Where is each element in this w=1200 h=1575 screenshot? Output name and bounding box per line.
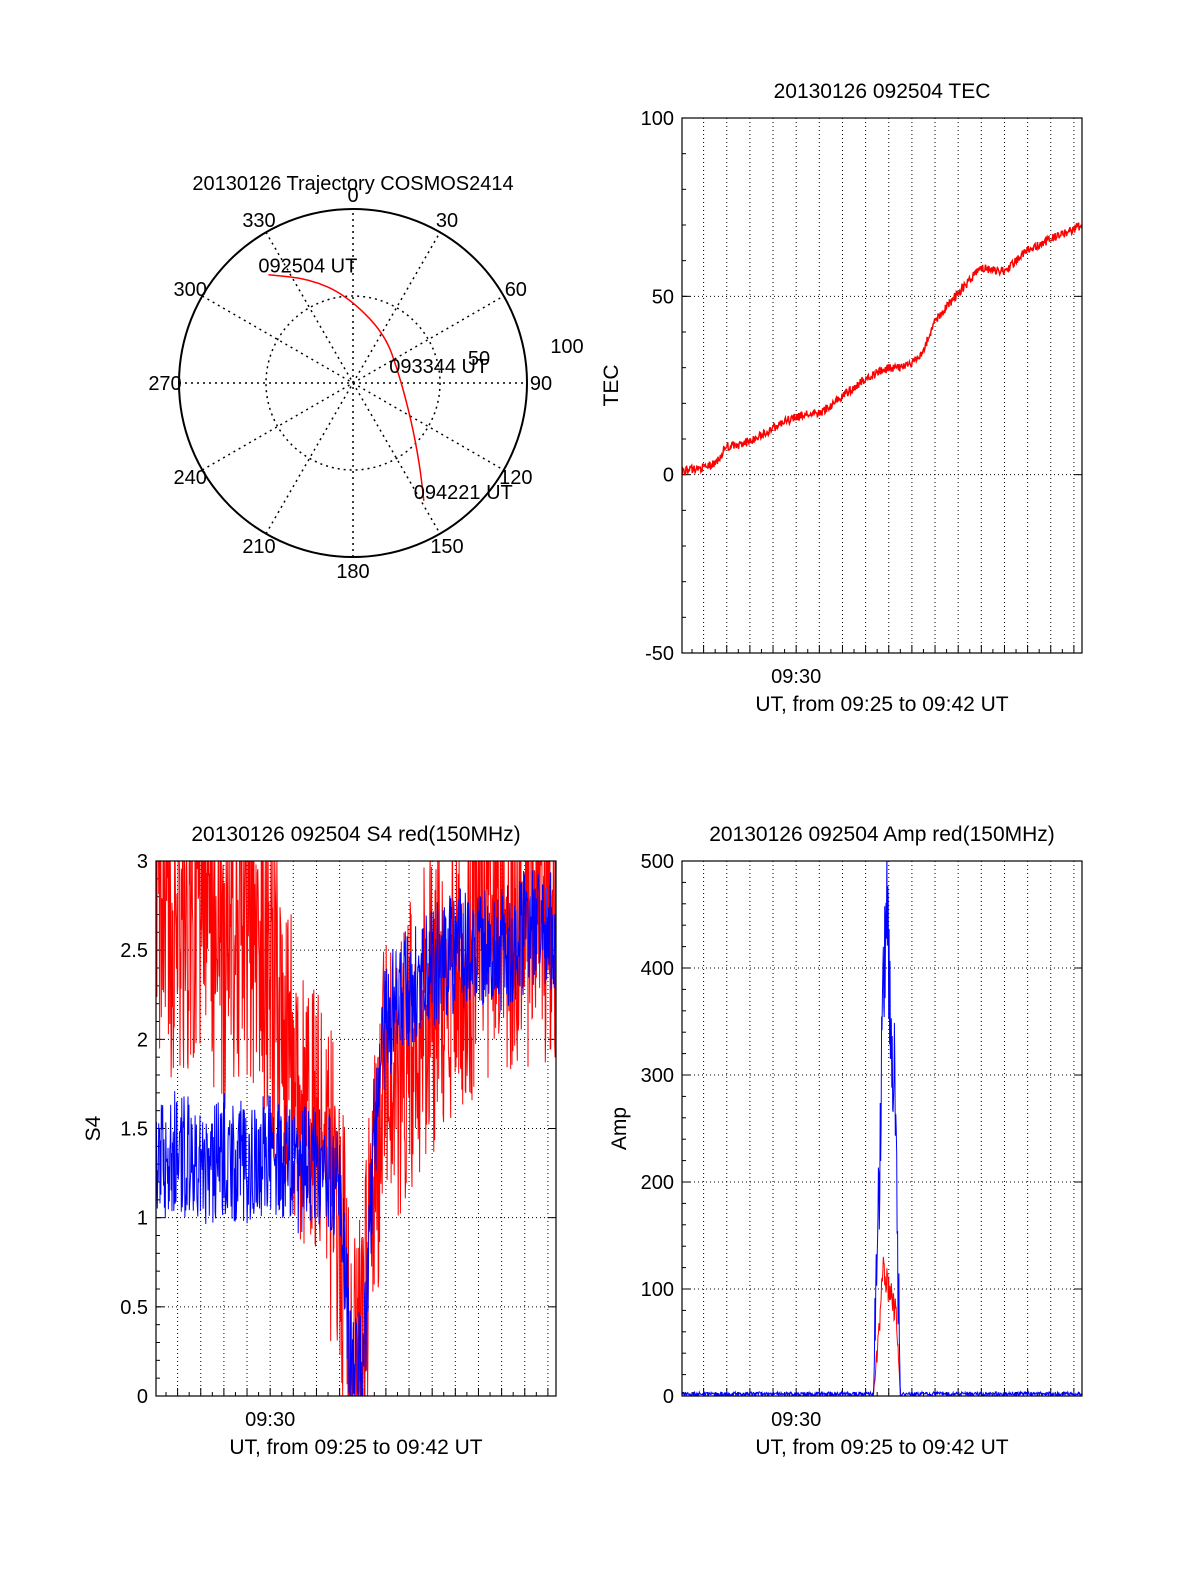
ytick-label: 0 [137, 1386, 148, 1408]
x-axis-label: UT, from 09:25 to 09:42 UT [755, 693, 1008, 716]
polar-annotation: 092504 UT [258, 256, 357, 278]
polar-angle-label: 30 [436, 210, 458, 232]
ytick-label: 1 [137, 1208, 148, 1230]
series-line-blue [156, 870, 556, 1396]
series-line-red [682, 1256, 1082, 1396]
xtick-label: 09:30 [771, 666, 821, 688]
polar-angle-label: 210 [242, 536, 275, 558]
series-group [682, 861, 1082, 1396]
chart-title: 20130126 092504 Amp red(150MHz) [709, 823, 1055, 846]
polar-inner-circle [265, 295, 441, 471]
tec-chart: 20130126 092504 TEC 100 50 0 -50 09:30 UT, fro… [600, 80, 1083, 716]
ytick-label: 2.5 [120, 940, 148, 962]
polar-radius-labels: 50 100 [468, 336, 584, 370]
polar-trajectory-line [268, 273, 425, 501]
polar-angle-label: 150 [430, 536, 463, 558]
polar-angle-label: 0 [347, 185, 358, 207]
polar-angle-label: 60 [505, 279, 527, 301]
ytick-label: 0 [663, 465, 674, 487]
polar-title: 20130126 Trajectory COSMOS2414 [192, 173, 513, 195]
ytick-label: 100 [641, 1279, 674, 1301]
ytick-label: 0.5 [120, 1297, 148, 1319]
series-group [682, 222, 1082, 476]
plot-frame [681, 860, 1083, 1397]
polar-angle-label: 240 [173, 467, 206, 489]
s4-chart: 20130126 092504 S4 red(150MHz) 3 2.5 2 1.5 1 0… [82, 823, 557, 1459]
chart-title: 20130126 092504 S4 red(150MHz) [191, 823, 520, 846]
ytick-label: 50 [652, 286, 674, 308]
ytick-label: 300 [641, 1065, 674, 1087]
polar-angle-label: 330 [242, 210, 275, 232]
polar-radius-label: 100 [550, 336, 583, 358]
y-axis-label: S4 [82, 1115, 105, 1141]
y-axis-label: TEC [600, 365, 623, 407]
polar-annotations: 092504 UT 093344 UT 094221 UT [258, 256, 512, 504]
x-axis-label: UT, from 09:25 to 09:42 UT [229, 1436, 482, 1459]
y-axis-label: Amp [608, 1107, 631, 1150]
polar-grid [178, 208, 528, 558]
polar-angle-label: 120 [499, 467, 532, 489]
polar-angle-labels: 0 30 60 90 120 150 180 210 240 270 300 330 [148, 185, 552, 583]
polar-angle-label: 180 [336, 561, 369, 583]
plot-frame [681, 117, 1083, 654]
ytick-label: -50 [645, 643, 674, 665]
plot-frame [155, 860, 557, 1397]
series-line-red [682, 222, 1082, 476]
series-line-red [156, 861, 556, 1396]
ytick-label: 500 [641, 851, 674, 873]
polar-annotation: 093344 UT [389, 356, 488, 378]
polar-angle-label: 90 [530, 373, 552, 395]
xtick-label: 09:30 [245, 1409, 295, 1431]
ytick-label: 3 [137, 851, 148, 873]
polar-spoke [265, 231, 441, 535]
ytick-label: 200 [641, 1172, 674, 1194]
series-line-blue [682, 861, 1082, 1396]
polar-trajectory-chart: 20130126 Trajectory COSMOS2414 0 30 60 90 12… [148, 173, 583, 583]
polar-annotation: 094221 UT [414, 482, 513, 504]
xtick-label: 09:30 [771, 1409, 821, 1431]
polar-series [268, 273, 425, 501]
polar-angle-label: 270 [148, 373, 181, 395]
polar-angle-label: 300 [173, 279, 206, 301]
ytick-label: 0 [663, 1386, 674, 1408]
ytick-label: 100 [641, 108, 674, 130]
polar-radius-label: 50 [468, 348, 490, 370]
ytick-label: 400 [641, 958, 674, 980]
chart-title: 20130126 092504 TEC [774, 80, 991, 103]
amp-chart: 20130126 092504 Amp red(150MHz) 500 400 300… [608, 823, 1083, 1459]
ytick-label: 1.5 [120, 1119, 148, 1141]
series-group [156, 861, 556, 1396]
x-axis-label: UT, from 09:25 to 09:42 UT [755, 1436, 1008, 1459]
ytick-label: 2 [137, 1029, 148, 1051]
